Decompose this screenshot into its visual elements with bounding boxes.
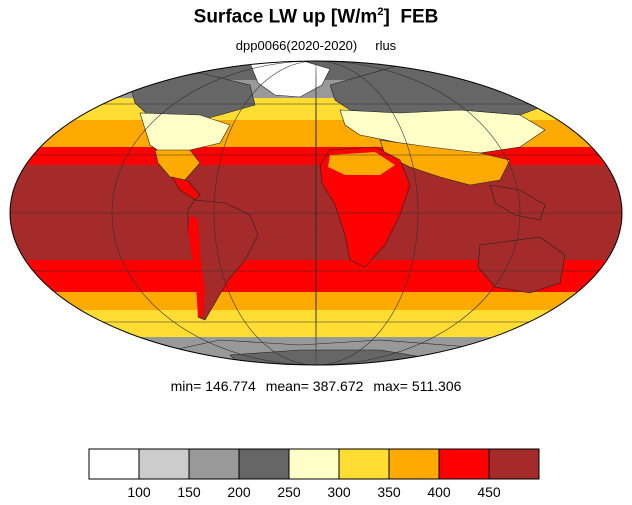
band-south-mid2 (10, 310, 622, 337)
graticule (10, 61, 622, 365)
colorbar-swatch (438, 448, 490, 480)
central-america (171, 176, 201, 201)
colorbar-tick-label: 200 (227, 484, 251, 500)
eurasia-mid (339, 109, 546, 154)
title-text: Surface LW up [W/m (193, 6, 378, 28)
band-south-mid1 (10, 292, 622, 310)
southeast-asia (489, 184, 546, 221)
colorbar-swatch (488, 448, 540, 480)
statistics-line: min= 146.774 mean= 387.672 max= 511.306 (0, 378, 632, 394)
title-close: ] (383, 6, 390, 28)
colorbar-swatch (188, 448, 240, 480)
experiment-label: dpp0066(2020-2020) (235, 38, 358, 53)
colorbar-tick-label: 150 (177, 484, 201, 500)
stat-min: min= 146.774 (170, 378, 256, 394)
plot-title: Surface LW up [W/m2] FEB (0, 6, 632, 28)
colorbar (88, 448, 540, 480)
stat-mean: mean= 387.672 (265, 378, 364, 394)
colorbar-tick-label: 300 (327, 484, 351, 500)
africa-sahara (328, 152, 395, 175)
colorbar-tick-label: 450 (477, 484, 501, 500)
world-map (9, 60, 623, 366)
south-america-andes (188, 215, 205, 317)
north-america-high (129, 72, 256, 126)
title-superscript: 2 (377, 6, 384, 18)
colorbar-tick-label: 100 (127, 484, 151, 500)
globe-outline (9, 60, 623, 366)
africa (319, 146, 411, 268)
colorbar-tick-label: 350 (377, 484, 401, 500)
band-north-mid1 (10, 98, 622, 120)
colorbar-tick-label: 400 (427, 484, 451, 500)
colorbar-swatch (88, 448, 140, 480)
north-america-mid (139, 112, 231, 156)
colorbar-swatch (338, 448, 390, 480)
variable-label: rlus (375, 38, 397, 53)
plot-subtitle: dpp0066(2020-2020) rlus (0, 38, 632, 53)
title-month: FEB (400, 6, 439, 28)
colorbar-swatch (288, 448, 340, 480)
colorbar-tick-label: 250 (277, 484, 301, 500)
band-north-sub (10, 147, 622, 165)
colorbar-swatch (388, 448, 440, 480)
stat-max: max= 511.306 (373, 378, 462, 394)
colorbar-swatch (238, 448, 290, 480)
colorbar-swatch (138, 448, 190, 480)
